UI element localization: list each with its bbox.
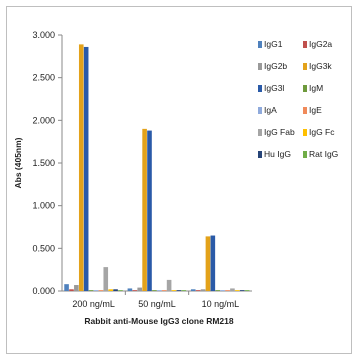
bar-igg3l (210, 235, 216, 291)
bar-iga (220, 290, 225, 291)
bar-hu-igg (113, 289, 118, 291)
bar-igg3k (78, 44, 84, 292)
bar-hu-igg (239, 290, 245, 291)
y-tick-label: 2.000 (32, 115, 55, 125)
bar-ige (225, 290, 230, 291)
bar-iga (157, 290, 162, 291)
legend-label: Hu IgG (264, 149, 291, 159)
legend-swatch (258, 85, 262, 92)
legend-swatch (258, 41, 262, 48)
legend-label: IgG2b (264, 61, 287, 71)
legend-label: IgE (309, 105, 322, 115)
bar-igg-fab (166, 279, 172, 291)
bar-igg1 (127, 288, 133, 291)
y-tick-label: 1.000 (32, 201, 55, 211)
legend-label: IgG3k (309, 61, 332, 71)
bar-igg2b (200, 289, 206, 291)
bar-igg-fc (171, 290, 177, 291)
legend-label: IgG3l (264, 83, 284, 93)
bar-igg2a (132, 290, 138, 291)
x-tick-label: 10 ng/mL (202, 299, 240, 309)
bar-ige (161, 290, 167, 291)
bar-rat-igg (118, 290, 123, 291)
legend-swatch (258, 63, 262, 70)
bar-rat-igg (244, 290, 250, 291)
bar-igg3l (147, 130, 152, 291)
chart-frame (6, 6, 352, 354)
y-tick-label: 1.500 (32, 158, 55, 168)
bar-igm (88, 290, 94, 291)
legend-swatch (258, 107, 262, 114)
legend-swatch (303, 63, 307, 70)
bar-igg-fab (103, 267, 109, 291)
y-tick-label: 3.000 (32, 30, 55, 40)
y-tick-label: 2.500 (32, 73, 55, 83)
bar-igg-fab (230, 288, 235, 291)
legend-label: IgG Fc (309, 127, 335, 137)
legend-swatch (303, 85, 307, 92)
x-axis-title: Rabbit anti-Mouse IgG3 clone RM218 (84, 316, 234, 326)
legend-swatch (258, 151, 262, 158)
legend-label: IgG Fab (264, 127, 295, 137)
legend-swatch (303, 151, 307, 158)
bar-igg-fc (108, 289, 113, 291)
legend-swatch (258, 129, 262, 136)
bar-igg2b (74, 285, 79, 291)
bar-igg3k (205, 236, 211, 291)
legend-swatch (303, 107, 307, 114)
legend-label: IgG2a (309, 39, 332, 49)
x-tick-label: 200 ng/mL (72, 299, 115, 309)
bar-igg3l (83, 46, 89, 291)
bar-igm (152, 290, 157, 291)
legend-label: Rat IgG (309, 149, 338, 159)
bar-hu-igg (176, 290, 182, 291)
y-tick-label: 0.500 (32, 243, 55, 253)
bar-igg2a (195, 290, 201, 291)
bar-ige (98, 290, 104, 291)
y-tick-label: 0.000 (32, 286, 55, 296)
bar-igg1 (190, 289, 196, 291)
legend-label: IgA (264, 105, 277, 115)
bar-rat-igg (181, 290, 187, 291)
legend-label: IgM (309, 83, 323, 93)
bar-igg3k (142, 128, 147, 291)
bar-igg-fc (235, 290, 240, 291)
y-axis-title: Abs (405nm) (13, 137, 23, 188)
bar-igg1 (64, 284, 69, 291)
x-tick-label: 50 ng/mL (138, 299, 176, 309)
legend-swatch (303, 129, 307, 136)
bar-igg2b (137, 287, 142, 291)
legend-label: IgG1 (264, 39, 283, 49)
bar-iga (93, 290, 99, 291)
bar-igm (215, 290, 221, 291)
legend-swatch (303, 41, 307, 48)
bar-igg2a (69, 289, 74, 291)
